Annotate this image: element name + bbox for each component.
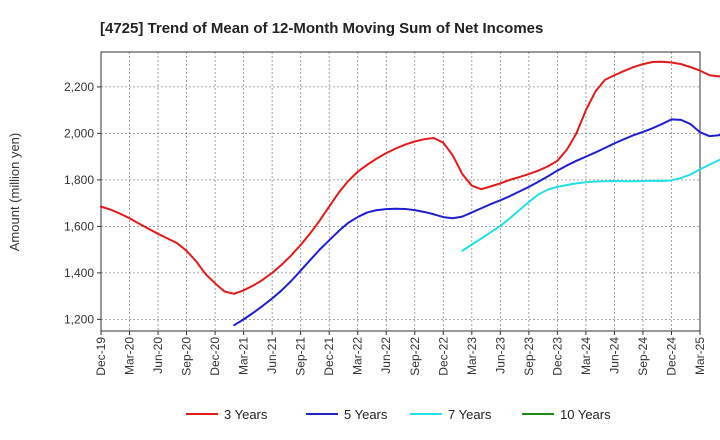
plot-area: 1,200 1,400 1,600 1,800 2,000 2,200 Dec-19 Mar-… bbox=[64, 51, 720, 376]
x-tick-label: Sep-22 bbox=[408, 337, 422, 376]
plot-background bbox=[101, 52, 700, 331]
legend-label-10-years: 10 Years bbox=[560, 407, 611, 422]
x-tick-label: Mar-21 bbox=[237, 337, 251, 375]
series-line-7-years bbox=[461, 158, 720, 252]
x-tick-label: Sep-21 bbox=[294, 337, 308, 376]
x-tick-label: Dec-21 bbox=[322, 337, 336, 376]
x-tick-label: Mar-20 bbox=[123, 337, 137, 375]
y-tick-label: 1,800 bbox=[64, 173, 94, 187]
x-tick-label: Jun-22 bbox=[379, 337, 393, 374]
y-tick-label: 1,600 bbox=[64, 219, 94, 233]
x-tick-label: Sep-23 bbox=[522, 337, 536, 376]
x-tick-label: Jun-24 bbox=[607, 337, 621, 374]
x-tick-label: Jun-20 bbox=[151, 337, 165, 374]
y-tick-label: 1,400 bbox=[64, 266, 94, 280]
x-tick-label: Mar-24 bbox=[579, 337, 593, 375]
x-tick-label: Dec-23 bbox=[550, 337, 564, 376]
y-axis-title: Amount (million yen) bbox=[7, 133, 22, 252]
legend-label-5-years: 5 Years bbox=[344, 407, 388, 422]
series-line-5-years bbox=[233, 118, 720, 327]
x-tick-label: Jun-21 bbox=[265, 337, 279, 374]
plot-frame bbox=[100, 51, 701, 332]
x-tick-label: Sep-20 bbox=[180, 337, 194, 376]
legend-label-7-years: 7 Years bbox=[448, 407, 492, 422]
x-tick-label: Jun-23 bbox=[493, 337, 507, 374]
chart-title: [4725] Trend of Mean of 12-Month Moving … bbox=[100, 20, 543, 37]
x-tick-label: Mar-23 bbox=[465, 337, 479, 375]
x-tick-label: Sep-24 bbox=[636, 337, 650, 376]
x-tick-label: Mar-22 bbox=[351, 337, 365, 375]
legend: 3 Years 5 Years 7 Years 10 Years bbox=[186, 407, 611, 422]
y-tick-label: 2,200 bbox=[64, 80, 94, 94]
x-tick-label: Dec-20 bbox=[208, 337, 222, 376]
x-tick-label: Mar-25 bbox=[693, 337, 707, 375]
legend-label-3-years: 3 Years bbox=[224, 407, 268, 422]
x-tick-label: Dec-24 bbox=[664, 337, 678, 376]
y-tick-label: 2,000 bbox=[64, 126, 94, 140]
x-tick-label: Dec-19 bbox=[94, 337, 108, 376]
y-tick-label: 1,200 bbox=[64, 312, 94, 326]
series-line-3-years bbox=[100, 60, 720, 295]
x-tick-label: Dec-22 bbox=[436, 337, 450, 376]
